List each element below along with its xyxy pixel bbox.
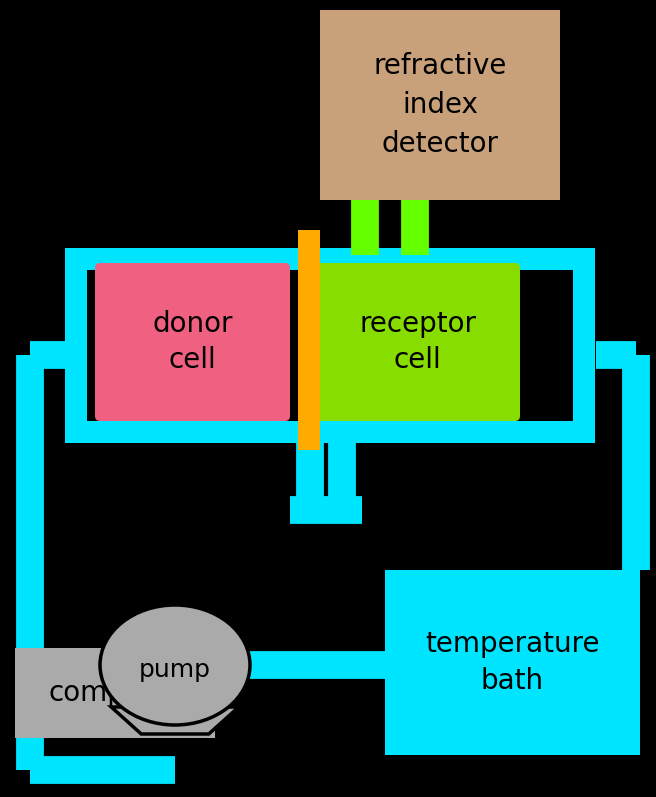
Bar (65, 248, 595, 443)
FancyBboxPatch shape (95, 263, 290, 421)
Bar (385, 570, 640, 755)
Text: temperature
bath: temperature bath (425, 630, 600, 695)
Ellipse shape (100, 605, 250, 725)
Polygon shape (112, 707, 239, 734)
Text: refractive
index
detector: refractive index detector (373, 52, 506, 158)
Bar (298, 230, 320, 450)
FancyBboxPatch shape (315, 263, 520, 421)
Text: pump: pump (139, 658, 211, 682)
Text: v: v (305, 212, 313, 225)
Bar (15, 648, 215, 738)
Text: donor
cell: donor cell (152, 309, 233, 375)
Text: receptor
cell: receptor cell (359, 309, 476, 375)
Text: computer: computer (48, 679, 182, 707)
Bar (320, 10, 560, 200)
Bar (87, 270, 573, 421)
